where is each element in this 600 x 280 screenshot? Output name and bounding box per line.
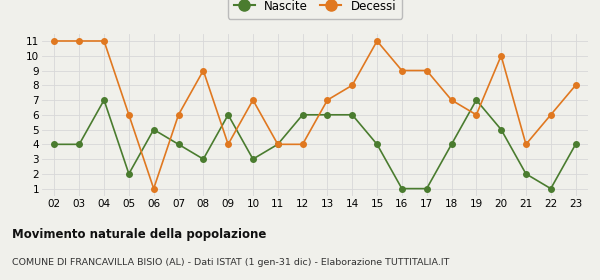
Line: Nascite: Nascite bbox=[52, 97, 578, 192]
Decessi bbox=[51, 39, 58, 43]
Decessi bbox=[547, 113, 554, 116]
Nascite bbox=[100, 98, 107, 102]
Decessi bbox=[373, 39, 380, 43]
Nascite bbox=[299, 113, 306, 116]
Nascite bbox=[349, 113, 356, 116]
Nascite bbox=[76, 143, 83, 146]
Nascite bbox=[547, 187, 554, 190]
Decessi bbox=[572, 84, 579, 87]
Line: Decessi: Decessi bbox=[52, 38, 578, 192]
Nascite bbox=[274, 143, 281, 146]
Decessi bbox=[250, 98, 257, 102]
Nascite bbox=[497, 128, 505, 131]
Nascite bbox=[448, 143, 455, 146]
Decessi bbox=[299, 143, 306, 146]
Decessi bbox=[324, 98, 331, 102]
Nascite bbox=[373, 143, 380, 146]
Nascite bbox=[523, 172, 530, 176]
Nascite bbox=[175, 143, 182, 146]
Nascite bbox=[125, 172, 133, 176]
Decessi bbox=[224, 143, 232, 146]
Nascite bbox=[572, 143, 579, 146]
Decessi bbox=[100, 39, 107, 43]
Decessi bbox=[150, 187, 157, 190]
Decessi bbox=[398, 69, 406, 72]
Legend: Nascite, Decessi: Nascite, Decessi bbox=[228, 0, 402, 19]
Decessi bbox=[200, 69, 207, 72]
Decessi bbox=[125, 113, 133, 116]
Decessi bbox=[497, 54, 505, 57]
Text: COMUNE DI FRANCAVILLA BISIO (AL) - Dati ISTAT (1 gen-31 dic) - Elaborazione TUTT: COMUNE DI FRANCAVILLA BISIO (AL) - Dati … bbox=[12, 258, 449, 267]
Decessi bbox=[274, 143, 281, 146]
Nascite bbox=[150, 128, 157, 131]
Decessi bbox=[473, 113, 480, 116]
Decessi bbox=[175, 113, 182, 116]
Decessi bbox=[349, 84, 356, 87]
Decessi bbox=[76, 39, 83, 43]
Nascite bbox=[324, 113, 331, 116]
Decessi bbox=[523, 143, 530, 146]
Nascite bbox=[250, 157, 257, 161]
Nascite bbox=[224, 113, 232, 116]
Text: Movimento naturale della popolazione: Movimento naturale della popolazione bbox=[12, 228, 266, 241]
Nascite bbox=[51, 143, 58, 146]
Nascite bbox=[473, 98, 480, 102]
Nascite bbox=[423, 187, 430, 190]
Nascite bbox=[200, 157, 207, 161]
Decessi bbox=[423, 69, 430, 72]
Decessi bbox=[448, 98, 455, 102]
Nascite bbox=[398, 187, 406, 190]
